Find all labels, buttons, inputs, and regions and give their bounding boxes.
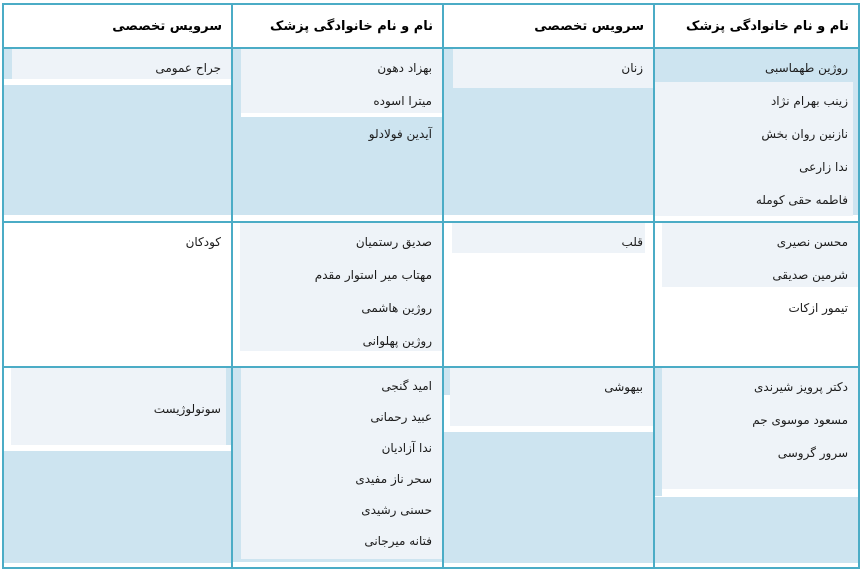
doctor-name: ندا آزادیان (381, 440, 432, 455)
doctor-name: سرور گروسی (777, 445, 848, 460)
cell-group3-specialty-right: بیهوشی (444, 368, 653, 567)
row-highlight (11, 368, 226, 445)
doctor-name: ندا زارعی (799, 159, 848, 174)
specialty-label: قلب (621, 234, 644, 249)
doctor-name: شرمین صدیقی (772, 267, 848, 282)
cell-group3-doctors-right: دکتر پرویز شیرندی مسعود موسوی جم سرور گر… (655, 368, 858, 567)
row-highlight (4, 49, 12, 79)
doctor-name: زینب بهرام نژاد (770, 93, 848, 108)
specialty-label: زنان (621, 60, 643, 75)
row-highlight (4, 451, 231, 563)
row-highlight (4, 85, 231, 215)
header-specialty-left: سرویس تخصصی (4, 5, 231, 47)
row-highlight (450, 368, 653, 426)
cell-group3-doctors-left: امید گنجی عبید رحمانی ندا آزادیان سحر نا… (233, 368, 442, 567)
doctor-name: صدیق رستمیان (355, 234, 432, 249)
row-highlight (662, 368, 858, 489)
doctor-name: مسعود موسوی جم (752, 412, 848, 427)
doctor-name: فاطمه حقی کومله (755, 192, 848, 207)
doctor-name: فتانه میرجانی (364, 533, 432, 548)
specialty-label: کودکان (185, 234, 221, 249)
row-highlight (444, 368, 450, 395)
row-highlight (655, 368, 662, 496)
row-highlight (444, 432, 653, 563)
row-highlight (655, 82, 853, 216)
row-highlight (226, 368, 231, 445)
doctor-name: نازنین روان بخش (761, 126, 848, 141)
doctor-name: روژین هاشمی (361, 300, 432, 315)
doctor-name: امید گنجی (381, 378, 432, 393)
doctor-name: دکتر پرویز شیرندی (754, 379, 848, 394)
specialty-label: سونولوژیست (153, 401, 221, 416)
cell-group3-specialty-left: سونولوژیست (4, 368, 231, 567)
row-highlight (12, 49, 231, 79)
header-doctor-name-right: نام و نام خانوادگی پزشک (655, 5, 858, 47)
cell-group2-doctors-left: صدیق رستمیان مهتاب میر استوار مقدم روژین… (233, 223, 442, 366)
doctor-name: محسن نصیری (776, 234, 848, 249)
row-highlight (662, 223, 858, 287)
cell-group1-doctors-right: روژین طهماسبی زینب بهرام نژاد نازنین روا… (655, 49, 858, 221)
physicians-specialty-table: نام و نام خانوادگی پزشک سرویس تخصصی نام … (2, 3, 860, 569)
cell-group2-specialty-right: قلب (444, 223, 653, 366)
header-specialty-right: سرویس تخصصی (444, 5, 653, 47)
doctor-name: مهتاب میر استوار مقدم (314, 267, 432, 282)
doctor-name: روژین طهماسبی (764, 60, 848, 75)
cell-group1-specialty-right: زنان (444, 49, 653, 221)
row-highlight (241, 49, 442, 117)
row-highlight (453, 49, 653, 88)
doctor-name: روژین پهلوانی (362, 333, 432, 348)
doctor-name: آیدین فولادلو (368, 126, 432, 141)
doctor-name: تیمور ازکات (788, 300, 848, 315)
doctor-name: حسنی رشیدی (361, 502, 432, 517)
doctor-name: میترا اسوده (373, 93, 432, 108)
specialty-label: جراح عمومی (155, 60, 221, 75)
row-highlight (655, 497, 858, 563)
row-highlight (240, 223, 442, 351)
row-highlight (241, 368, 442, 559)
cell-group2-specialty-left: کودکان (4, 223, 231, 366)
doctor-name: عبید رحمانی (370, 409, 432, 424)
cell-group2-doctors-right: محسن نصیری شرمین صدیقی تیمور ازکات (655, 223, 858, 366)
doctor-name: سحر ناز مفیدی (355, 471, 432, 486)
header-doctor-name-left: نام و نام خانوادگی پزشک (233, 5, 442, 47)
cell-group1-specialty-left: جراح عمومی (4, 49, 231, 221)
doctor-name: بهزاد دهون (377, 60, 432, 75)
specialty-label: بیهوشی (604, 379, 643, 394)
row-highlight (452, 223, 645, 253)
cell-group1-doctors-left: بهزاد دهون میترا اسوده آیدین فولادلو (233, 49, 442, 221)
